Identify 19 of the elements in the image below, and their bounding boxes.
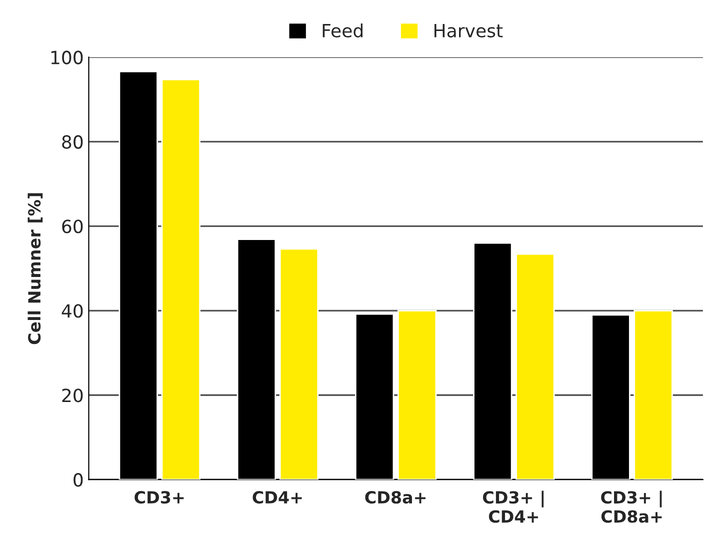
x-tick-label: CD3+ | CD4+	[483, 490, 544, 523]
legend-label: Harvest	[434, 24, 503, 38]
y-tick-label: 20	[62, 388, 83, 402]
y-axis-title: Cell Numner [%]	[28, 193, 43, 344]
bar	[634, 310, 673, 480]
y-tick-label: 0	[74, 473, 83, 487]
bar	[279, 248, 319, 480]
y-tick-label: 100	[51, 50, 83, 64]
x-tick-label: CD4+	[252, 491, 302, 504]
legend-label: Feed	[322, 24, 362, 38]
y-tick-label: 40	[62, 304, 83, 318]
bar	[161, 78, 200, 480]
y-tick-label: 80	[62, 135, 83, 149]
bar	[397, 310, 437, 480]
x-tick-label: CD8a+	[365, 491, 426, 504]
y-tick-label: 60	[62, 220, 83, 234]
x-tick-label: CD3+	[134, 491, 184, 504]
x-tick-label: CD3+ | CD8a+	[601, 490, 662, 523]
bar	[516, 253, 555, 480]
